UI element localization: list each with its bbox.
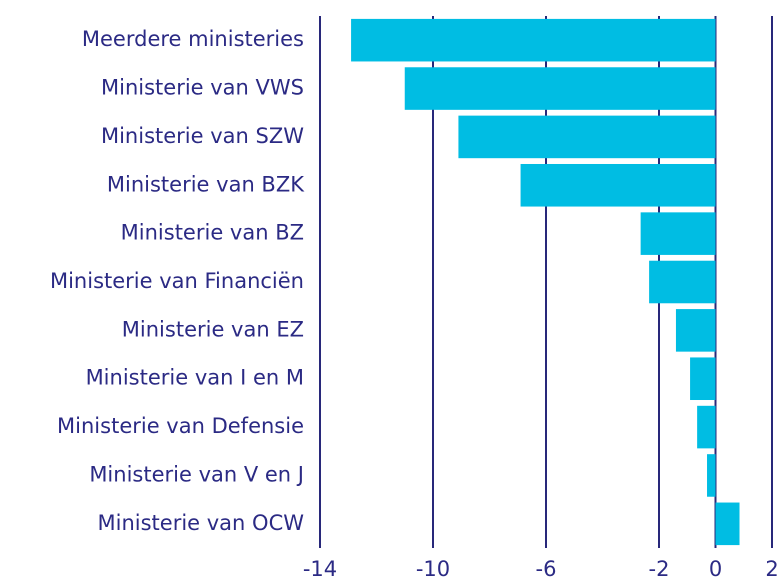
y-tick-label: Ministerie van EZ [122,317,304,341]
y-tick-label: Ministerie van BZK [107,172,305,196]
y-tick-label: Ministerie van BZ [121,221,304,245]
bar [690,357,716,401]
bar [649,260,716,304]
y-tick-label: Meerdere ministeries [82,27,304,51]
x-tick-label: -6 [536,557,557,579]
bar [458,115,716,159]
bar [715,502,740,546]
bar [675,309,716,352]
bar [351,18,716,62]
y-tick-label: Ministerie van Financiën [50,269,304,293]
y-tick-label: Ministerie van I en M [86,366,304,390]
y-tick-label: Ministerie van OCW [98,511,305,535]
bar [697,405,716,449]
x-tick-label: 0 [709,557,722,579]
x-tick-label: -2 [649,557,670,579]
y-tick-label: Ministerie van VWS [101,76,304,100]
bar [640,212,716,255]
y-tick-label: Ministerie van SZW [101,124,304,148]
x-tick-label: -14 [303,557,337,579]
bar [404,67,716,110]
bar [707,454,716,497]
y-tick-label: Ministerie van V en J [89,462,304,486]
bar [520,163,716,207]
x-tick-label: 2 [765,557,778,579]
x-tick-label: -10 [416,557,450,579]
y-tick-label: Ministerie van Defensie [57,414,304,438]
